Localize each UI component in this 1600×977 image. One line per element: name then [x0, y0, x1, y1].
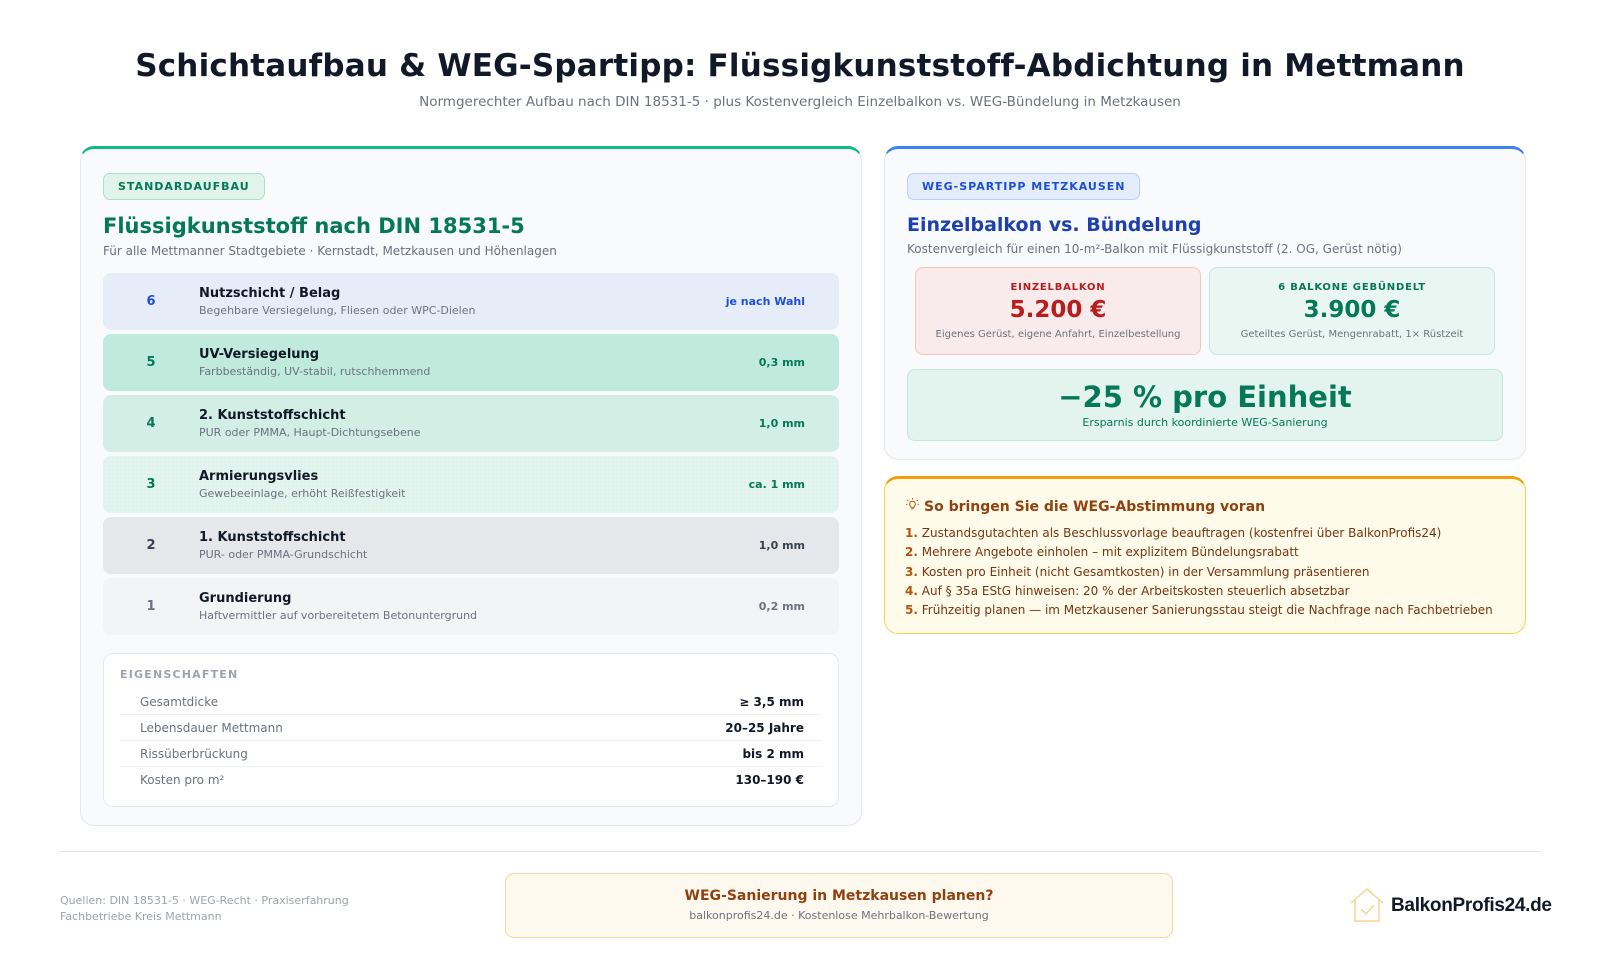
single-note: Eigenes Gerüst, eigene Anfahrt, Einzelbe… — [935, 329, 1181, 340]
layer-5: 5 UV-Versiegelung Farbbeständig, UV-stabi… — [103, 334, 839, 391]
properties-title: EIGENSCHAFTEN — [120, 668, 239, 681]
property-key: Kosten pro m² — [140, 773, 225, 787]
house-check-icon — [1347, 884, 1387, 928]
layer-6: 6 Nutzschicht / Belag Begehbare Versiegel… — [103, 273, 839, 330]
lightbulb-icon — [905, 497, 920, 516]
layer-thickness: 0,2 mm — [758, 600, 805, 613]
layer-1: 1 Grundierung Haftvermittler auf vorberei… — [103, 578, 839, 635]
layer-number: 1 — [146, 599, 156, 614]
sources-line: Fachbetriebe Kreis Mettmann — [60, 910, 222, 923]
standard-badge: STANDARDAUFBAU — [103, 173, 265, 200]
layer-3: 3 Armierungsvlies Gewebeeinlage, erhöht R… — [103, 456, 839, 513]
layer-desc: Farbbeständig, UV-stabil, rutschhemmend — [199, 365, 431, 378]
layer-number: 5 — [146, 355, 156, 370]
weg-tips-card: So bringen Sie die WEG-Abstimmung voran … — [884, 476, 1526, 634]
bundled-price: 3.900 € — [1303, 297, 1401, 323]
property-value: 20–25 Jahre — [725, 720, 804, 735]
property-row: Gesamtdicke ≥ 3,5 mm — [120, 689, 822, 715]
page-subtitle: Normgerechter Aufbau nach DIN 18531-5 · … — [419, 94, 1181, 110]
layer-thickness: ca. 1 mm — [748, 478, 805, 491]
footer-divider — [60, 851, 1540, 852]
tip-item: 4. Auf § 35a EStG hinweisen: 20 % der Ar… — [905, 583, 1350, 598]
bundled-balcony-box: 6 BALKONE GEBÜNDELT 3.900 € Geteiltes Ge… — [1209, 267, 1495, 355]
layer-name: UV-Versiegelung — [199, 347, 320, 362]
layer-card-title: Flüssigkunststoff nach DIN 18531-5 — [103, 214, 525, 238]
layer-desc: Haftvermittler auf vorbereitetem Betonun… — [199, 609, 478, 622]
layer-structure-card: STANDARDAUFBAU Flüssigkunststoff nach DI… — [80, 146, 862, 826]
single-label: EINZELBALKON — [1010, 282, 1106, 293]
cost-comparison-card: WEG-SPARTIPP METZKAUSEN Einzelbalkon vs.… — [884, 146, 1526, 460]
bundled-label: 6 BALKONE GEBÜNDELT — [1278, 282, 1426, 293]
property-key: Lebensdauer Mettmann — [140, 720, 283, 735]
tips-list: 1. Zustandsgutachten als Beschlussvorlag… — [905, 524, 1505, 620]
savings-caption: Ersparnis durch koordinierte WEG-Sanieru… — [1082, 416, 1328, 429]
savings-box: −25 % pro Einheit Ersparnis durch koordi… — [907, 369, 1503, 441]
property-value: ≥ 3,5 mm — [739, 694, 804, 709]
layer-desc: Begehbare Versiegelung, Fliesen oder WPC… — [199, 304, 476, 317]
sources-line: Quellen: DIN 18531-5 · WEG-Recht · Praxi… — [60, 894, 349, 907]
tip-item: 3. Kosten pro Einheit (nicht Gesamtkoste… — [905, 564, 1370, 579]
cta-title: WEG-Sanierung in Metzkausen planen? — [684, 888, 994, 904]
layer-4: 4 2. Kunststoffschicht PUR oder PMMA, Hau… — [103, 395, 839, 452]
properties-box: EIGENSCHAFTEN Gesamtdicke ≥ 3,5 mm Lebens… — [103, 653, 839, 807]
savings-headline: −25 % pro Einheit — [1058, 380, 1352, 414]
layer-thickness: 0,3 mm — [758, 356, 805, 369]
layer-name: Grundierung — [199, 591, 292, 606]
page-header: Schichtaufbau & WEG-Spartipp: Flüssigkun… — [0, 48, 1600, 110]
sources-note: Quellen: DIN 18531-5 · WEG-Recht · Praxi… — [60, 893, 349, 925]
weg-tip-badge: WEG-SPARTIPP METZKAUSEN — [907, 173, 1141, 200]
brand-name: BalkonProfis24.de — [1391, 895, 1552, 916]
comparison-subtitle: Kostenvergleich für einen 10-m²-Balkon m… — [907, 242, 1402, 256]
layer-2: 2 1. Kunststoffschicht PUR- oder PMMA-Gru… — [103, 517, 839, 574]
property-row: Rissüberbrückung bis 2 mm — [120, 741, 822, 767]
property-value: bis 2 mm — [742, 746, 804, 761]
single-price: 5.200 € — [1009, 297, 1107, 323]
tips-title: So bringen Sie die WEG-Abstimmung voran — [924, 498, 1266, 515]
tip-item: 5. Frühzeitig planen — im Metzkausener S… — [905, 603, 1493, 618]
layer-thickness: 1,0 mm — [758, 539, 805, 552]
cta-subtitle: balkonprofis24.de · Kostenlose Mehrbalko… — [689, 909, 989, 922]
layer-name: 2. Kunststoffschicht — [199, 408, 346, 423]
property-key: Gesamtdicke — [140, 694, 219, 709]
tip-item: 1. Zustandsgutachten als Beschlussvorlag… — [905, 526, 1442, 540]
layer-name: Nutzschicht / Belag — [199, 286, 341, 301]
layer-thickness: je nach Wahl — [725, 295, 805, 308]
price-comparison: EINZELBALKON 5.200 € Eigenes Gerüst, eig… — [915, 267, 1495, 355]
layer-card-subtitle: Für alle Mettmanner Stadtgebiete · Kerns… — [103, 244, 557, 258]
layer-name: 1. Kunststoffschicht — [199, 530, 346, 545]
layer-desc: Gewebeeinlage, erhöht Reißfestigkeit — [199, 487, 406, 500]
brand-logo: BalkonProfis24.de — [1347, 884, 1552, 928]
layer-number: 3 — [146, 477, 156, 492]
property-value: 130–190 € — [735, 773, 804, 787]
layer-name: Armierungsvlies — [199, 469, 319, 484]
single-balcony-box: EINZELBALKON 5.200 € Eigenes Gerüst, eig… — [915, 267, 1201, 355]
layer-thickness: 1,0 mm — [758, 417, 805, 430]
cta-box[interactable]: WEG-Sanierung in Metzkausen planen? balk… — [505, 873, 1173, 938]
page-title: Schichtaufbau & WEG-Spartipp: Flüssigkun… — [135, 48, 1465, 84]
layer-stack: 6 Nutzschicht / Belag Begehbare Versiegel… — [103, 273, 839, 639]
property-row: Kosten pro m² 130–190 € — [120, 767, 822, 793]
layer-desc: PUR oder PMMA, Haupt-Dichtungsebene — [199, 426, 421, 439]
property-row: Lebensdauer Mettmann 20–25 Jahre — [120, 715, 822, 741]
layer-number: 6 — [146, 294, 156, 309]
layer-number: 4 — [146, 416, 156, 431]
comparison-title: Einzelbalkon vs. Bündelung — [907, 214, 1202, 236]
layer-number: 2 — [146, 538, 156, 553]
tips-title-row: So bringen Sie die WEG-Abstimmung voran — [905, 497, 1505, 516]
bundled-note: Geteiltes Gerüst, Mengenrabatt, 1× Rüstz… — [1240, 329, 1464, 340]
layer-desc: PUR- oder PMMA-Grundschicht — [199, 548, 368, 561]
property-key: Rissüberbrückung — [140, 746, 248, 761]
tip-item: 2. Mehrere Angebote einholen – mit expli… — [905, 545, 1299, 560]
